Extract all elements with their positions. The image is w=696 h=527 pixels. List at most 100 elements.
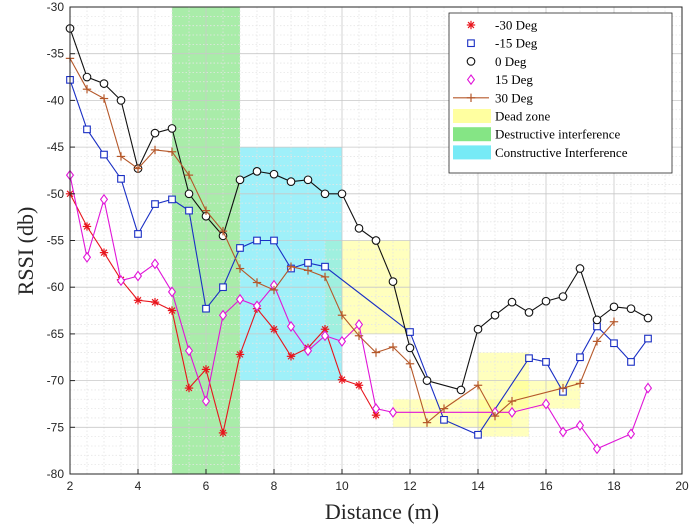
data-point: [422, 376, 432, 385]
data-point: [303, 345, 313, 357]
data-point: [184, 189, 194, 199]
legend-marker: [466, 20, 476, 30]
data-point: [116, 275, 126, 287]
data-point: [576, 353, 584, 362]
data-point: [337, 189, 347, 199]
data-point: [592, 337, 602, 346]
data-point: [252, 278, 262, 287]
data-point: [99, 248, 109, 257]
data-point: [235, 264, 245, 273]
legend-item: Constructive Interference: [453, 145, 628, 160]
legend-swatch: [453, 109, 491, 123]
data-point: [252, 167, 262, 176]
data-point: [235, 293, 245, 305]
data-point: [270, 236, 278, 245]
y-tick-label: -35: [47, 47, 65, 61]
y-tick-label: -50: [47, 187, 65, 201]
data-point: [320, 189, 330, 199]
data-point: [558, 426, 568, 438]
legend: -30 Deg -15 Deg 0 Deg 15 Deg 30 Deg Dead zone…: [448, 12, 673, 174]
data-point: [133, 270, 143, 282]
y-tick-label: -40: [47, 93, 65, 107]
y-tick-label: -30: [47, 0, 65, 14]
data-point: [575, 419, 585, 431]
data-point: [321, 262, 329, 271]
data-point: [609, 302, 619, 312]
data-point: [167, 286, 177, 298]
data-point: [507, 396, 517, 406]
data-point: [406, 328, 414, 336]
data-point: [610, 339, 618, 348]
y-tick-label: -75: [47, 420, 65, 434]
data-point: [117, 175, 125, 183]
data-point: [304, 259, 312, 267]
legend-item: 15 Deg: [466, 72, 533, 87]
data-point: [201, 206, 211, 215]
data-point: [474, 430, 482, 439]
data-point: [202, 304, 210, 313]
data-point: [473, 324, 483, 334]
data-point: [371, 410, 381, 420]
data-point: [320, 272, 330, 282]
data-point: [269, 285, 279, 295]
series-15deg: [65, 169, 653, 455]
series-line: [69, 28, 649, 391]
data-point: [201, 395, 211, 407]
x-tick-label: 10: [335, 479, 349, 493]
data-point: [440, 415, 448, 424]
data-point: [422, 418, 432, 427]
data-point: [337, 311, 347, 320]
data-point: [542, 358, 550, 366]
data-point: [626, 428, 636, 440]
data-point: [592, 443, 602, 455]
data-point: [99, 193, 109, 205]
data-point: [218, 309, 228, 321]
legend-marker: [466, 74, 476, 86]
data-point: [507, 406, 517, 418]
data-point: [150, 297, 160, 307]
data-point: [235, 175, 245, 185]
data-point: [456, 385, 466, 395]
data-point: [134, 230, 142, 238]
series-line: [69, 58, 615, 424]
series-lines: [65, 24, 653, 455]
legend-marker: [466, 57, 476, 66]
data-point: [320, 330, 330, 342]
y-tick-label: -45: [47, 140, 65, 154]
data-point: [558, 292, 568, 301]
x-axis-label: Distance (m): [325, 499, 439, 524]
data-point: [575, 379, 585, 388]
data-point: [286, 262, 296, 271]
legend-swatch: [453, 145, 491, 160]
data-point: [354, 319, 364, 331]
data-point: [405, 359, 415, 368]
data-point: [609, 317, 619, 326]
data-point: [558, 383, 568, 393]
data-point: [150, 145, 160, 155]
legend-label: Constructive Interference: [495, 145, 628, 160]
data-point: [133, 164, 143, 173]
x-tick-label: 18: [607, 479, 621, 493]
data-point: [236, 244, 244, 252]
data-point: [167, 147, 177, 156]
data-point: [525, 354, 533, 363]
x-tick-label: 8: [271, 479, 278, 493]
y-tick-label: -60: [47, 280, 65, 294]
legend-item: Destructive interference: [453, 127, 620, 142]
data-point: [83, 125, 91, 134]
data-point: [592, 315, 602, 325]
data-point: [354, 381, 364, 390]
data-point: [82, 251, 92, 263]
data-point: [626, 304, 636, 314]
data-point: [269, 325, 279, 334]
data-point: [219, 283, 227, 292]
y-axis-label: RSSI (db): [13, 207, 38, 296]
x-tick-label: 12: [403, 479, 417, 493]
data-point: [439, 404, 449, 413]
data-point: [253, 236, 261, 245]
x-tick-label: 2: [67, 479, 74, 493]
data-point: [184, 170, 194, 180]
legend-label: 30 Deg: [495, 90, 533, 105]
x-tick-label: 20: [675, 479, 689, 493]
data-point: [388, 342, 398, 352]
